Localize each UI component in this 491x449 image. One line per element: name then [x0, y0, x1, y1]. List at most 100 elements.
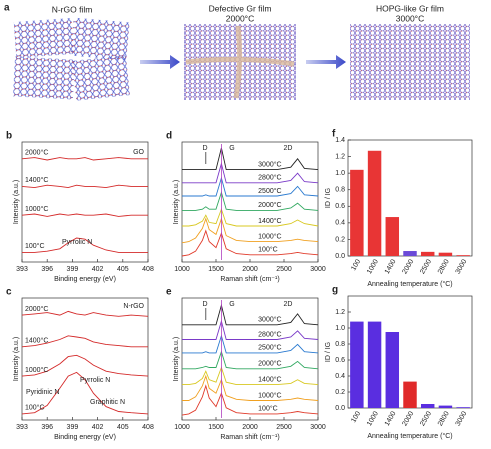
annotation: N-rGO [123, 303, 144, 310]
y-tick-label: 0.8 [335, 341, 345, 348]
x-axis-title: Binding energy (eV) [54, 276, 116, 283]
annotation: D [202, 145, 207, 152]
trace-label: 2500°C [258, 187, 281, 195]
panel-label: c [6, 287, 12, 298]
trace [21, 213, 148, 217]
y-axis-title: ID / IG [325, 342, 332, 362]
trace [182, 334, 319, 354]
trace [21, 184, 148, 189]
trace [182, 176, 319, 197]
trace-label: 1400°C [25, 176, 48, 184]
x-tick-label: 405 [117, 266, 129, 273]
y-tick-label: 0.6 [335, 357, 345, 364]
x-tick-label: 399 [67, 266, 79, 273]
trace-label: 100°C [25, 242, 45, 250]
trace-label: 100°C [258, 246, 278, 254]
trace [21, 310, 149, 317]
y-tick-label: 0.2 [335, 236, 345, 243]
bar [403, 251, 417, 256]
trace [182, 366, 319, 386]
film-defective [184, 24, 296, 100]
x-tick-label: 3000 [455, 410, 469, 427]
trace [182, 374, 319, 401]
annotation: Pyrrolic N [62, 239, 92, 246]
y-tick-label: 1.0 [335, 170, 345, 177]
x-axis-title: Raman shift (cm⁻¹) [220, 434, 279, 441]
y-tick-label: 1.2 [335, 309, 345, 316]
x-tick-label: 399 [67, 424, 79, 431]
bar [456, 407, 470, 408]
y-tick-label: 1.2 [335, 153, 345, 160]
y-axis-title: Intensity (a.u.) [173, 180, 180, 224]
bar [385, 332, 400, 408]
panel-label: b [6, 131, 12, 142]
trace-label: 1000°C [25, 205, 48, 213]
trace-label: 1000°C [25, 366, 48, 374]
x-tick-label: 2500 [419, 258, 433, 275]
y-tick-label: 0.4 [335, 220, 345, 227]
bar [403, 381, 417, 408]
bar [438, 405, 453, 408]
y-tick-label: 0.0 [335, 253, 345, 260]
x-tick-label: 2500 [419, 410, 433, 427]
x-tick-label: 1500 [208, 266, 224, 273]
y-axis-title: ID / IG [325, 188, 332, 208]
trace [182, 303, 319, 326]
plot-frame [181, 141, 319, 263]
panel-label: e [166, 287, 172, 298]
x-tick-label: 100 [350, 258, 362, 272]
trace-label: 2000°C [25, 305, 48, 313]
bar [456, 255, 470, 256]
annotation: 2D [284, 145, 293, 152]
x-tick-label: 396 [41, 266, 53, 273]
plot-frame [21, 141, 149, 263]
y-tick-label: 0.4 [335, 373, 345, 380]
x-tick-label: 408 [142, 266, 154, 273]
x-tick-label: 2000 [242, 266, 258, 273]
trace [181, 384, 319, 416]
arrow [140, 55, 180, 69]
x-tick-label: 402 [92, 266, 104, 273]
trace [182, 350, 319, 370]
panel-label: d [166, 131, 172, 142]
annotation: Pyrrolic N [80, 377, 110, 384]
trace [182, 190, 319, 211]
y-tick-label: 0.6 [335, 203, 345, 210]
x-tick-label: 3000 [310, 424, 326, 431]
x-tick-label: 1000 [174, 266, 190, 273]
trace-label: 1400°C [25, 337, 48, 345]
y-tick-label: 0.0 [335, 405, 345, 412]
bar [350, 169, 364, 256]
trace [181, 217, 319, 244]
trace [182, 161, 319, 184]
y-tick-label: 0.8 [335, 187, 345, 194]
bar [367, 150, 382, 256]
annotation: G [229, 145, 234, 152]
x-tick-label: 1000 [174, 424, 190, 431]
x-tick-label: 2500 [276, 266, 292, 273]
film-label: N-rGO film [52, 4, 93, 14]
trace [22, 237, 148, 253]
film-temp: 3000°C [396, 13, 424, 23]
trace-label: 1000°C [258, 232, 281, 240]
panel-label: g [332, 285, 338, 296]
x-axis-title: Raman shift (cm⁻¹) [220, 276, 279, 283]
y-axis-title: Intensity (a.u.) [13, 337, 20, 381]
x-tick-label: 393 [16, 424, 28, 431]
x-tick-label: 100 [350, 410, 362, 424]
trace [21, 157, 148, 161]
arrow [306, 55, 346, 69]
plot-frame [181, 297, 319, 421]
x-axis-title: Annealing temperature (°C) [367, 280, 452, 288]
x-tick-label: 1000 [366, 410, 380, 427]
bar [367, 321, 382, 408]
trace [21, 335, 148, 348]
annotation: 2D [284, 301, 293, 308]
trace-label: 1400°C [258, 375, 281, 383]
trace-label: 100°C [258, 405, 278, 413]
trace-label: 2800°C [258, 174, 281, 182]
trace-label: 2500°C [258, 344, 281, 352]
annotation: GO [133, 149, 144, 156]
